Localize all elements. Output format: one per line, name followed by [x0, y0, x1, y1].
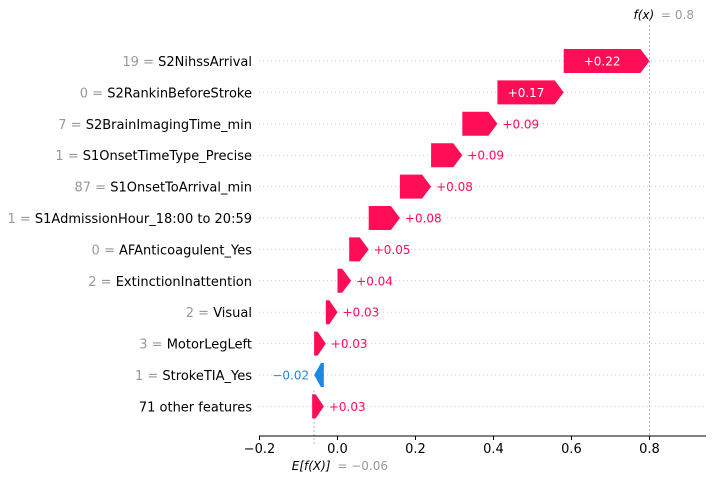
feature-label: 0 = AFAnticoagulent_Yes — [92, 243, 253, 258]
base-value-label: E[f(X)] = −0.06 — [292, 459, 388, 473]
contribution-value-label: +0.03 — [329, 400, 366, 414]
contribution-bar — [314, 331, 326, 356]
contribution-value-label: +0.09 — [467, 149, 504, 163]
feature-label: 3 = MotorLegLeft — [139, 337, 252, 352]
contribution-bar — [325, 300, 338, 325]
contribution-bar — [368, 206, 400, 230]
contribution-bar — [497, 80, 564, 105]
contribution-bar — [312, 394, 324, 419]
contribution-bar — [563, 49, 650, 73]
output-value-text: = 0.8 — [661, 8, 694, 22]
x-tick-label: −0.2 — [244, 442, 276, 457]
contribution-bar — [337, 268, 352, 293]
base-value-text: = −0.06 — [337, 459, 388, 473]
x-tick-label: 0.4 — [483, 442, 504, 457]
output-value-label: f(x) = 0.8 — [634, 8, 694, 22]
contribution-value-label: +0.22 — [584, 55, 621, 69]
contribution-bar — [314, 363, 324, 387]
feature-label: 1 = S1OnsetTimeType_Precise — [55, 149, 252, 164]
feature-labels: 19 = S2NihssArrival 0 = S2RankinBeforeStr… — [7, 55, 252, 415]
x-tick-label: 0.6 — [561, 442, 582, 457]
contribution-value-label: +0.05 — [374, 243, 411, 257]
contribution-value-label: +0.08 — [405, 212, 442, 226]
x-tick-label: 0.8 — [639, 442, 660, 457]
contribution-bars — [312, 49, 650, 419]
feature-label: 87 = S1OnsetToArrival_min — [74, 180, 252, 195]
contribution-value-label: +0.03 — [331, 337, 368, 351]
feature-label: 0 = S2RankinBeforeStroke — [80, 86, 252, 101]
x-tick-label: 0.2 — [405, 442, 426, 457]
feature-label: 1 = S1AdmissionHour_18:00 to 20:59 — [7, 212, 252, 227]
feature-label: 19 = S2NihssArrival — [122, 55, 252, 70]
contribution-bar — [399, 174, 432, 199]
x-tick-label: 0.0 — [327, 442, 348, 457]
contribution-value-label: +0.04 — [356, 274, 393, 288]
contribution-value-label: +0.03 — [343, 306, 380, 320]
x-axis-ticks: −0.2 0.0 0.2 0.4 0.6 0.8 — [244, 436, 660, 457]
feature-label: 2 = Visual — [186, 306, 252, 321]
feature-label: 2 = ExtinctionInattention — [88, 274, 252, 289]
contribution-value-label: −0.02 — [272, 369, 309, 383]
feature-label: 71 other features — [139, 400, 252, 415]
contribution-labels: +0.22 +0.17 +0.09 +0.09 +0.08 +0.08 +0.05 +0.04… — [272, 55, 620, 414]
contribution-bar — [431, 143, 463, 168]
base-label-text: E[f(X)] — [292, 459, 331, 473]
row-gridlines — [259, 60, 706, 407]
contribution-bar — [462, 111, 498, 136]
contribution-value-label: +0.09 — [502, 117, 539, 131]
output-label-text: f(x) — [634, 8, 655, 22]
contribution-value-label: +0.08 — [436, 180, 473, 194]
contribution-bar — [349, 237, 369, 262]
contribution-value-label: +0.17 — [508, 86, 545, 100]
feature-label: 1 = StrokeTIA_Yes — [135, 369, 252, 384]
feature-label: 7 = S2BrainImagingTime_min — [58, 117, 252, 132]
